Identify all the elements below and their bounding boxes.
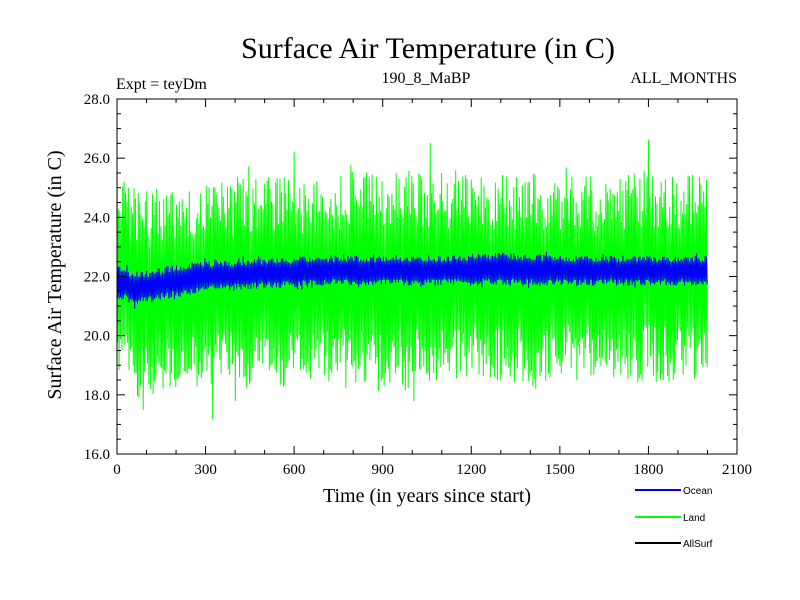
x-tick-label: 1500 [545, 462, 575, 478]
y-axis-label: Surface Air Temperature (in C) [44, 150, 66, 399]
series-ocean-line [116, 251, 708, 309]
axis-layer: 0 300 600 900 1200 1500 1800 2100 16.0 18.0 20.0 22… [84, 92, 752, 478]
legend: Ocean Land AllSurf [635, 486, 713, 550]
y-tick-label: 22.0 [84, 270, 110, 286]
x-tick-label: 2100 [722, 462, 752, 478]
x-tick-label: 1200 [456, 462, 486, 478]
x-tick-label: 300 [194, 462, 217, 478]
x-axis-label: Time (in years since start) [323, 485, 531, 507]
y-tick-label: 16.0 [84, 447, 110, 463]
y-tick-label: 18.0 [84, 388, 110, 404]
x-tick-label: 0 [113, 462, 121, 478]
y-tick-label: 20.0 [84, 329, 110, 345]
chart-title: Surface Air Temperature (in C) [241, 32, 615, 65]
experiment-label: Expt = teyDm [116, 76, 207, 93]
legend-label-allsurf: AllSurf [683, 539, 713, 550]
x-tick-label: 600 [283, 462, 306, 478]
series-layer [116, 139, 708, 419]
x-tick-label: 1800 [633, 462, 663, 478]
period-label: 190_8_MaBP [382, 70, 471, 87]
y-tick-label: 26.0 [84, 151, 110, 167]
x-tick-label: 900 [371, 462, 394, 478]
y-tick-label: 28.0 [84, 92, 110, 108]
legend-label-ocean: Ocean [683, 486, 712, 497]
months-label: ALL_MONTHS [630, 70, 737, 87]
plot-frame [116, 98, 738, 455]
legend-label-land: Land [683, 513, 705, 524]
y-tick-label: 24.0 [84, 210, 110, 226]
